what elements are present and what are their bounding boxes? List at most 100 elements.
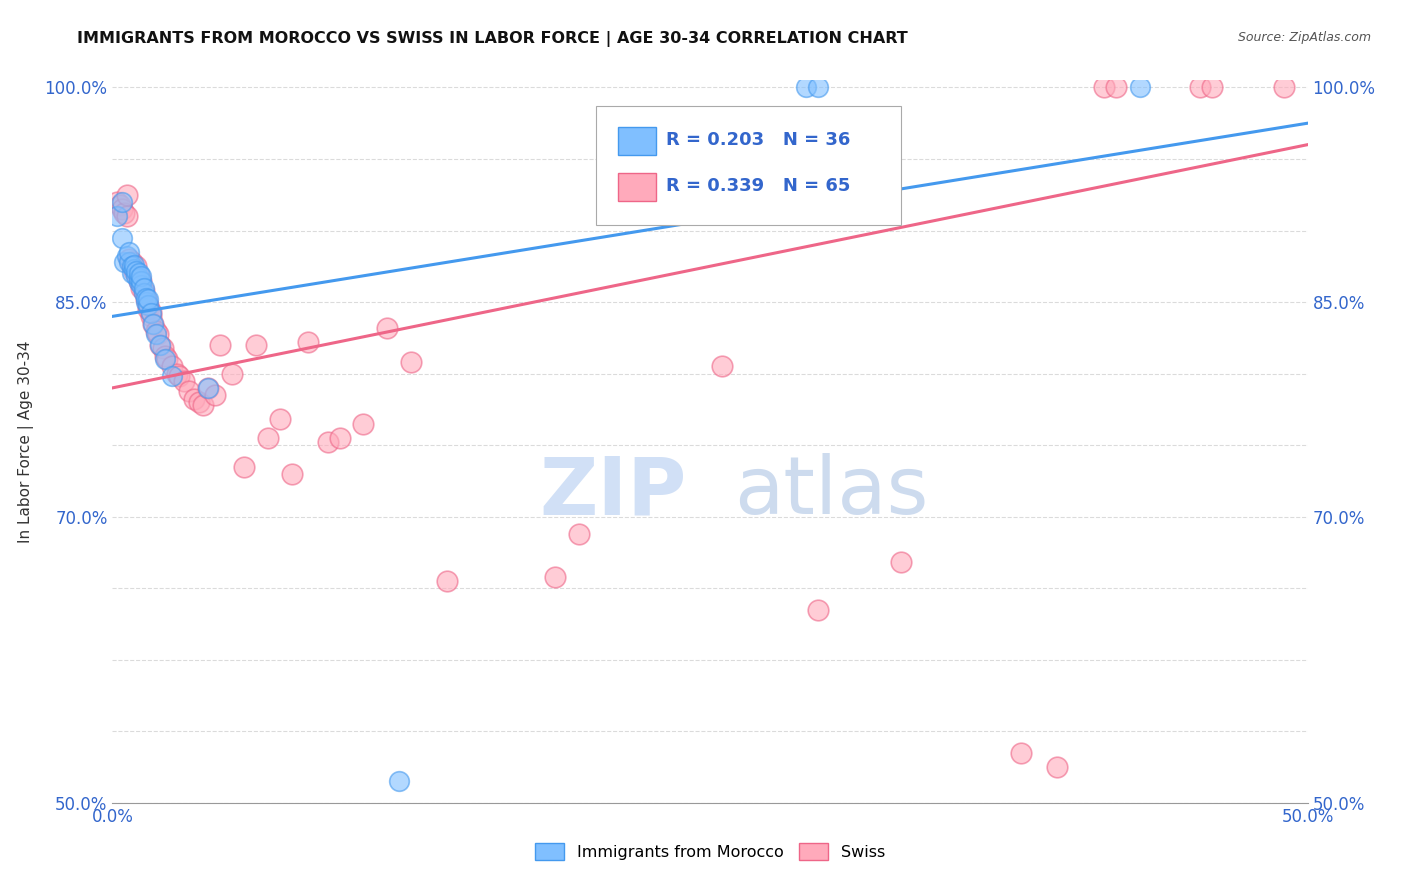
Point <box>122 263 145 277</box>
Text: R = 0.339   N = 65: R = 0.339 N = 65 <box>666 178 851 195</box>
Point <box>183 392 205 407</box>
Point <box>121 267 143 281</box>
Point <box>162 369 183 384</box>
Text: IMMIGRANTS FROM MOROCCO VS SWISS IN LABOR FORCE | AGE 30-34 CORRELATION CHART: IMMIGRANTS FROM MOROCCO VS SWISS IN LABO… <box>77 31 908 47</box>
Point <box>197 381 219 395</box>
Point <box>129 274 152 288</box>
Point <box>297 335 319 350</box>
Point <box>401 355 423 369</box>
Point <box>115 187 138 202</box>
Point <box>187 395 209 409</box>
Point <box>281 467 304 481</box>
Point <box>1010 746 1032 760</box>
Point <box>245 338 267 352</box>
Point <box>807 602 830 616</box>
Point <box>1272 80 1295 95</box>
Point <box>132 284 155 298</box>
Point <box>129 274 152 288</box>
Text: Source: ZipAtlas.com: Source: ZipAtlas.com <box>1237 31 1371 45</box>
Point <box>209 338 232 352</box>
Point <box>114 255 135 269</box>
Bar <box>619 128 657 154</box>
Point <box>111 202 134 216</box>
Point <box>122 258 145 272</box>
Point <box>125 260 148 274</box>
Point <box>138 298 160 312</box>
Point <box>269 412 291 426</box>
Point <box>316 435 339 450</box>
Point <box>128 267 150 281</box>
Point <box>221 367 243 381</box>
Point <box>377 320 399 334</box>
Point <box>193 398 215 412</box>
Point <box>890 556 912 570</box>
Point <box>162 359 183 374</box>
Point <box>388 774 411 789</box>
Point <box>118 244 141 259</box>
Point <box>149 338 172 352</box>
Point <box>138 302 160 317</box>
Point <box>204 388 226 402</box>
Point <box>156 352 179 367</box>
Y-axis label: In Labor Force | Age 30-34: In Labor Force | Age 30-34 <box>17 340 34 543</box>
Point <box>145 326 167 341</box>
Point <box>135 291 157 305</box>
Point <box>128 269 150 284</box>
Point <box>128 274 150 288</box>
Point <box>125 267 148 281</box>
Point <box>118 255 141 269</box>
Point <box>197 381 219 395</box>
Text: ZIP: ZIP <box>538 453 686 531</box>
Point <box>138 298 160 312</box>
Point <box>129 269 152 284</box>
FancyBboxPatch shape <box>596 105 901 225</box>
Point <box>125 269 148 284</box>
Point <box>132 286 155 301</box>
Point <box>543 570 565 584</box>
Point <box>135 292 157 306</box>
Point <box>121 255 143 269</box>
Point <box>1046 760 1069 774</box>
Point <box>121 260 143 274</box>
Point <box>233 459 256 474</box>
Point <box>1129 80 1152 95</box>
Point <box>118 252 141 266</box>
Point <box>108 198 131 212</box>
Point <box>142 317 165 331</box>
Point <box>173 374 195 388</box>
Point <box>1105 80 1128 95</box>
Point <box>105 209 128 223</box>
Point <box>1094 80 1116 95</box>
Text: atlas: atlas <box>734 453 928 531</box>
Bar <box>619 173 657 201</box>
Point <box>114 206 135 220</box>
Point <box>128 275 150 289</box>
Point <box>436 574 458 588</box>
Point <box>115 249 138 263</box>
Point <box>169 369 191 384</box>
Point <box>146 326 169 341</box>
Point <box>111 194 134 209</box>
Point <box>139 310 162 324</box>
Point <box>111 230 134 244</box>
Point <box>352 417 374 431</box>
Point <box>153 352 176 367</box>
Text: R = 0.203   N = 36: R = 0.203 N = 36 <box>666 131 851 149</box>
Point <box>794 80 817 95</box>
Point <box>1201 80 1223 95</box>
Point <box>149 338 172 352</box>
Point <box>568 526 591 541</box>
Point <box>128 270 150 285</box>
Legend: Immigrants from Morocco, Swiss: Immigrants from Morocco, Swiss <box>536 843 884 860</box>
Point <box>139 306 162 320</box>
Point <box>153 350 176 364</box>
Point <box>122 262 145 277</box>
Point <box>152 341 174 355</box>
Point <box>138 292 160 306</box>
Point <box>129 277 152 292</box>
Point <box>177 384 200 398</box>
Point <box>711 359 734 374</box>
Point <box>166 367 188 381</box>
Point <box>145 324 167 338</box>
Point <box>105 194 128 209</box>
